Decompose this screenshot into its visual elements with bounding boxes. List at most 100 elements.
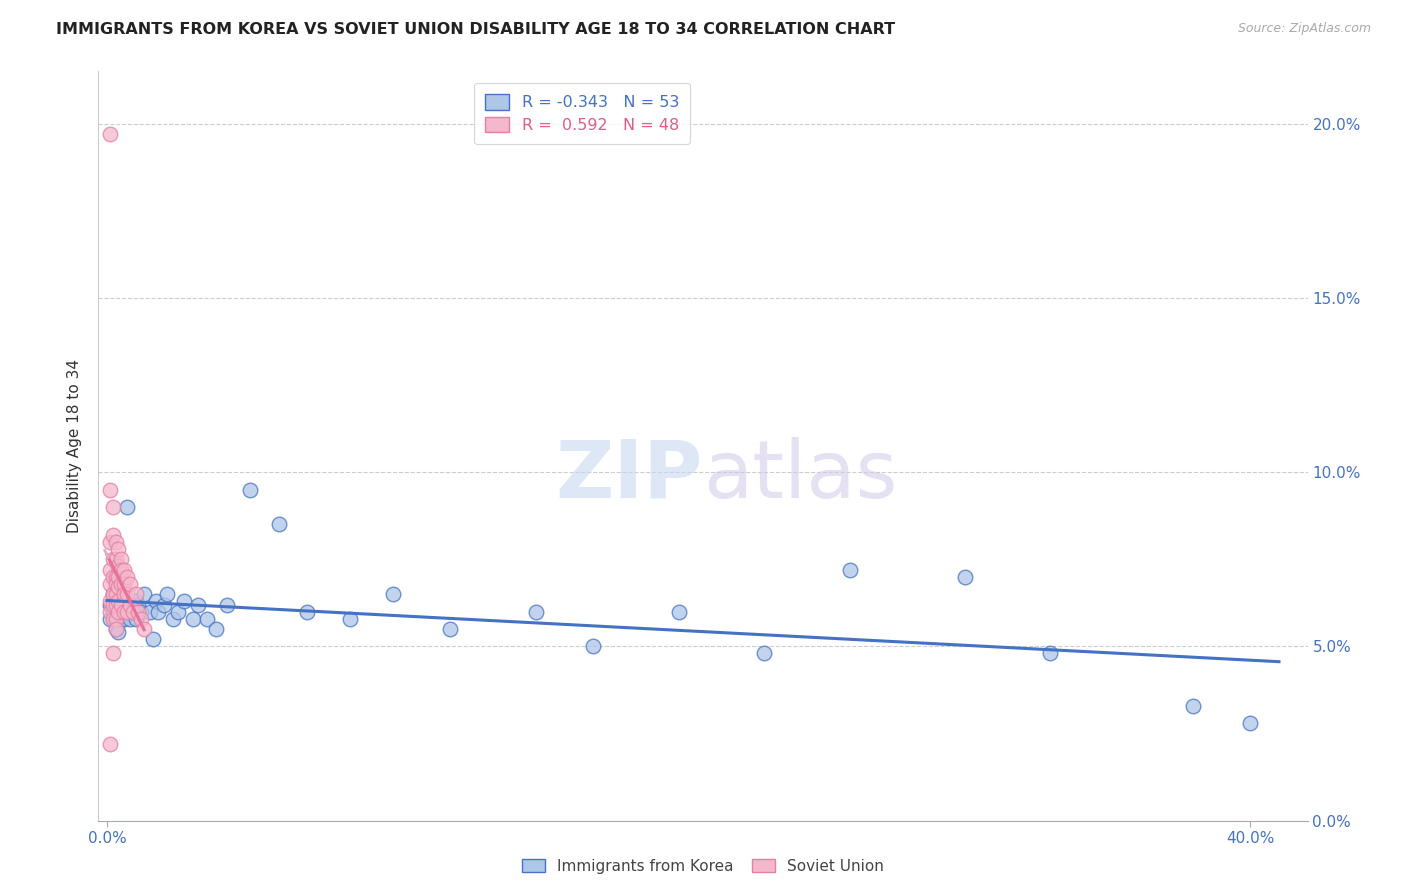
Point — [754, 646, 776, 660]
Point — [101, 570, 124, 584]
Point — [98, 605, 121, 619]
Point — [104, 594, 127, 608]
Point — [115, 605, 138, 619]
Point — [98, 576, 121, 591]
Point — [1182, 698, 1205, 713]
Point — [110, 563, 132, 577]
Point — [118, 598, 141, 612]
Point — [101, 500, 124, 514]
Point — [104, 611, 127, 625]
Point — [107, 594, 129, 608]
Text: Source: ZipAtlas.com: Source: ZipAtlas.com — [1237, 22, 1371, 36]
Point — [110, 611, 132, 625]
Point — [187, 598, 209, 612]
Point — [98, 534, 121, 549]
Point — [139, 605, 162, 619]
Point — [339, 611, 361, 625]
Point — [439, 622, 461, 636]
Point — [101, 605, 124, 619]
Point — [107, 625, 129, 640]
Point — [134, 587, 156, 601]
Point — [101, 587, 124, 601]
Point — [668, 605, 690, 619]
Point — [101, 598, 124, 612]
Point — [112, 576, 135, 591]
Point — [124, 594, 146, 608]
Point — [107, 598, 129, 612]
Point — [107, 580, 129, 594]
Point — [107, 570, 129, 584]
Point — [239, 483, 262, 497]
Point — [148, 605, 170, 619]
Point — [98, 598, 121, 612]
Point — [98, 563, 121, 577]
Point — [121, 605, 143, 619]
Point — [156, 587, 179, 601]
Point — [110, 605, 132, 619]
Point — [101, 646, 124, 660]
Point — [104, 598, 127, 612]
Point — [204, 622, 226, 636]
Point — [582, 640, 605, 654]
Point — [112, 605, 135, 619]
Point — [124, 587, 146, 601]
Point — [98, 737, 121, 751]
Point — [167, 605, 190, 619]
Point — [98, 483, 121, 497]
Point — [195, 611, 218, 625]
Point — [104, 534, 127, 549]
Point — [215, 598, 238, 612]
Point — [98, 594, 121, 608]
Point — [524, 605, 547, 619]
Point — [101, 552, 124, 566]
Point — [118, 598, 141, 612]
Point — [112, 594, 135, 608]
Point — [134, 622, 156, 636]
Point — [112, 587, 135, 601]
Point — [101, 587, 124, 601]
Point — [104, 576, 127, 591]
Point — [839, 563, 862, 577]
Point — [295, 605, 318, 619]
Point — [101, 611, 124, 625]
Point — [101, 528, 124, 542]
Point — [118, 576, 141, 591]
Point — [110, 576, 132, 591]
Point — [173, 594, 195, 608]
Point — [129, 605, 152, 619]
Point — [104, 622, 127, 636]
Text: atlas: atlas — [703, 437, 897, 515]
Legend: Immigrants from Korea, Soviet Union: Immigrants from Korea, Soviet Union — [516, 853, 890, 880]
Point — [124, 611, 146, 625]
Text: ZIP: ZIP — [555, 437, 703, 515]
Point — [381, 587, 404, 601]
Point — [115, 587, 138, 601]
Point — [1239, 716, 1261, 731]
Legend: R = -0.343   N = 53, R =  0.592   N = 48: R = -0.343 N = 53, R = 0.592 N = 48 — [474, 83, 690, 144]
Point — [104, 611, 127, 625]
Point — [267, 517, 290, 532]
Point — [145, 594, 167, 608]
Point — [953, 570, 976, 584]
Point — [181, 611, 204, 625]
Point — [127, 605, 149, 619]
Point — [142, 632, 165, 647]
Point — [115, 570, 138, 584]
Point — [127, 598, 149, 612]
Point — [110, 587, 132, 601]
Point — [107, 611, 129, 625]
Text: IMMIGRANTS FROM KOREA VS SOVIET UNION DISABILITY AGE 18 TO 34 CORRELATION CHART: IMMIGRANTS FROM KOREA VS SOVIET UNION DI… — [56, 22, 896, 37]
Point — [110, 552, 132, 566]
Point — [112, 611, 135, 625]
Y-axis label: Disability Age 18 to 34: Disability Age 18 to 34 — [67, 359, 83, 533]
Point — [104, 570, 127, 584]
Point — [112, 563, 135, 577]
Point — [107, 605, 129, 619]
Point — [121, 605, 143, 619]
Point — [129, 611, 152, 625]
Point — [110, 598, 132, 612]
Point — [104, 587, 127, 601]
Point — [98, 611, 121, 625]
Point — [1039, 646, 1062, 660]
Point — [104, 622, 127, 636]
